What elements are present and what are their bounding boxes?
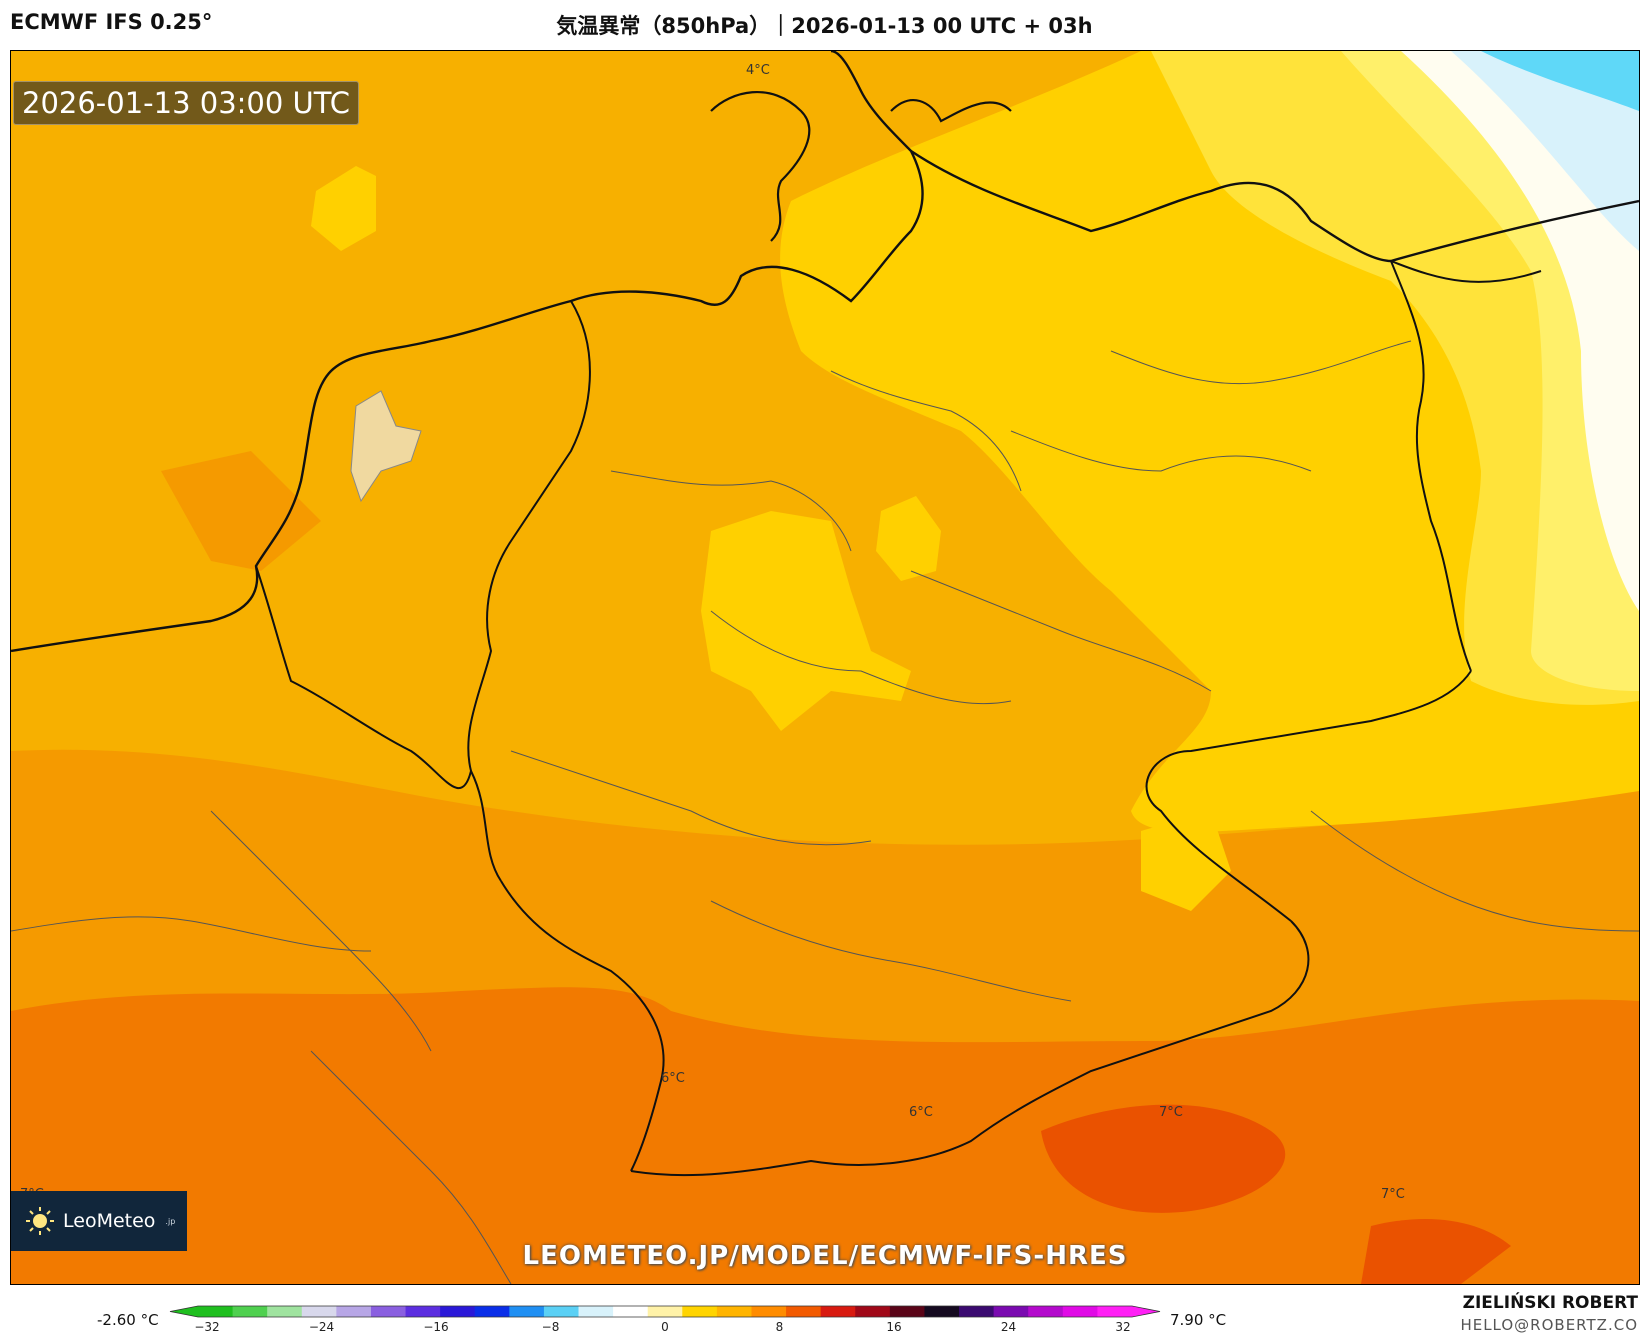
coastline-baltic [910, 150, 1639, 263]
valid-time-label: 2026-01-13 03:00 UTC [13, 81, 360, 125]
colorbar-tick-label: −8 [542, 1320, 560, 1334]
colorbar-tick-label: 16 [886, 1320, 901, 1334]
colorbar-segment [267, 1306, 303, 1317]
temperature-label: 4°C [746, 63, 770, 78]
colorbar-segment [543, 1306, 580, 1317]
colorbar-segment [993, 1306, 1029, 1317]
colorbar-segment [474, 1306, 510, 1317]
temperature-label: 6°C [909, 1105, 933, 1120]
colorbar-segment [405, 1306, 441, 1317]
colorbar-segment [959, 1306, 995, 1317]
colorbar-segment [647, 1306, 683, 1317]
colorbar-tick-label: −32 [194, 1320, 219, 1334]
border-nl-de [467, 300, 591, 772]
colorbar-tick-label: 32 [1115, 1320, 1130, 1334]
anomaly-zone-4-central [701, 511, 911, 731]
anomaly-zone-1 [1401, 51, 1639, 611]
colorbar-segment [751, 1306, 787, 1317]
logo-suffix: .jp [165, 1216, 176, 1226]
model-title: ECMWF IFS 0.25° [10, 10, 213, 34]
sun-icon [26, 1207, 54, 1235]
colorbar-arrow-right [1132, 1306, 1160, 1317]
leometeo-logo[interactable]: LeoMeteo .jp [11, 1191, 187, 1251]
colorbar-segment [232, 1306, 268, 1317]
anomaly-zone-4-hill [876, 496, 941, 581]
colorbar-segment [682, 1306, 718, 1317]
anomaly-zone-0 [1451, 51, 1639, 251]
colorbar-segment [716, 1306, 752, 1317]
anomaly-zone-low [1481, 51, 1639, 111]
logo-text: LeoMeteo [63, 1210, 156, 1232]
temperature-label: 6°C [661, 1071, 685, 1086]
colorbar-tick-label: −24 [309, 1320, 334, 1334]
colorbar-segment [370, 1306, 407, 1317]
colorbar-segment [786, 1306, 822, 1317]
anomaly-zone-5-west [161, 451, 321, 571]
temperature-label: 7°C [1381, 1187, 1405, 1202]
colorbar-segment [301, 1306, 337, 1317]
colorbar-outline [169, 1305, 1161, 1318]
colorbar-tick-label: −16 [423, 1320, 448, 1334]
temperature-label: 7°C [1159, 1105, 1183, 1120]
colorbar-segment [578, 1306, 614, 1317]
colorbar-segment [198, 1306, 234, 1317]
legend-max-value: 7.90 °C [1170, 1311, 1227, 1329]
legend-min-value: -2.60 °C [97, 1311, 159, 1329]
border-de-pl [1390, 260, 1472, 672]
colorbar-arrow-left [170, 1306, 198, 1317]
anomaly-zone-4-east [1141, 811, 1231, 911]
regional-borders [11, 340, 1639, 1284]
colorbar-segment [1062, 1306, 1098, 1317]
border-pl-ru [1390, 260, 1542, 283]
colorbar-segment [336, 1306, 372, 1317]
author-name: ZIELIŃSKI ROBERT [1462, 1293, 1638, 1313]
map-canvas [11, 51, 1639, 1284]
border-de-ch-at [630, 920, 1310, 1177]
anomaly-zone-4-north-sea [311, 166, 376, 251]
temperature-anomaly-map[interactable]: 2026-01-13 03:00 UTC 4°C 6°C 6°C 7°C 7°C… [10, 50, 1640, 1285]
border-fr-de [500, 880, 665, 1172]
water-body-ijsselmeer [350, 390, 422, 503]
border-de-cz [1145, 670, 1472, 922]
chart-title: 気温異常（850hPa）｜2026-01-13 00 UTC + 03h [556, 14, 1093, 38]
anomaly-zone-7 [1041, 1104, 1286, 1213]
anomaly-zone-7b [1361, 1218, 1511, 1284]
border-be-de [255, 565, 502, 882]
colorbar-segment [440, 1306, 476, 1317]
colorbar-segment [509, 1306, 545, 1317]
colorbar-segment [820, 1306, 856, 1317]
website-watermark[interactable]: LEOMETEO.JP/MODEL/ECMWF-IFS-HRES [522, 1241, 1128, 1271]
anomaly-zone-6 [11, 987, 1639, 1284]
author-email[interactable]: HELLO@ROBERTZ.CO [1460, 1316, 1638, 1334]
colorbar-tick-label: 24 [1001, 1320, 1016, 1334]
colorbar-segment [855, 1306, 891, 1317]
colorbar-segment [889, 1306, 925, 1317]
colorbar-segment [1028, 1306, 1064, 1317]
colorbar-segment [1097, 1306, 1133, 1317]
colorbar-tick-label: 0 [661, 1320, 669, 1334]
colorbar: −32 −24 −16 −8 0 8 16 24 32 [169, 1305, 1161, 1334]
coastline-denmark [710, 90, 1012, 242]
colorbar-segment [613, 1306, 649, 1317]
colorbar-tick-label: 8 [776, 1320, 784, 1334]
colorbar-segment [924, 1306, 960, 1317]
